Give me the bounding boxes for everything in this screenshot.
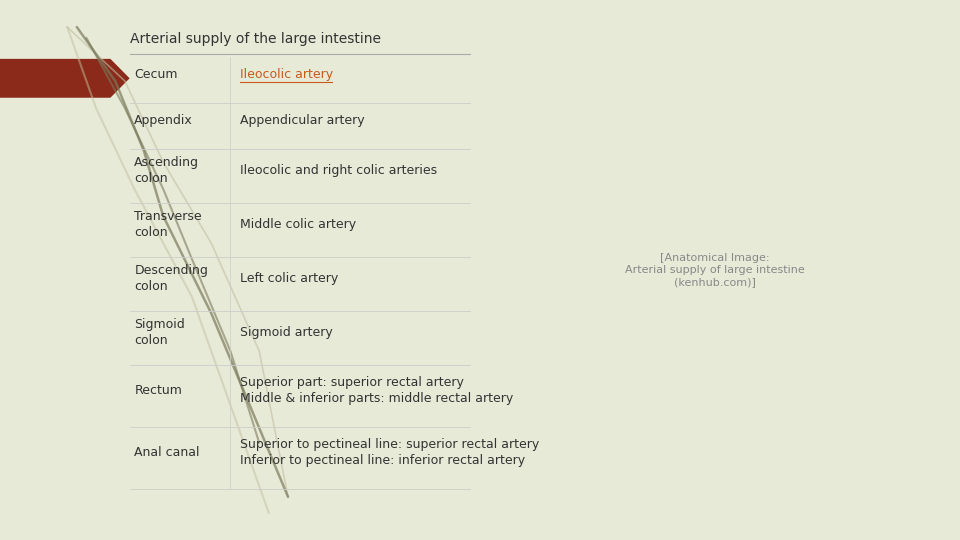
Text: Ascending
colon: Ascending colon xyxy=(134,156,200,185)
Text: Left colic artery: Left colic artery xyxy=(240,272,338,285)
Text: [Anatomical Image:
Arterial supply of large intestine
(kenhub.com)]: [Anatomical Image: Arterial supply of la… xyxy=(625,253,805,287)
Text: Sigmoid artery: Sigmoid artery xyxy=(240,326,333,339)
Text: Superior to pectineal line: superior rectal artery
Inferior to pectineal line: i: Superior to pectineal line: superior rec… xyxy=(240,438,540,467)
Text: Ileocolic and right colic arteries: Ileocolic and right colic arteries xyxy=(240,164,437,177)
Text: Rectum: Rectum xyxy=(134,383,182,397)
Text: Middle colic artery: Middle colic artery xyxy=(240,218,356,231)
Text: Appendicular artery: Appendicular artery xyxy=(240,113,365,127)
Text: Transverse
colon: Transverse colon xyxy=(134,210,202,239)
Text: Anal canal: Anal canal xyxy=(134,446,200,459)
Polygon shape xyxy=(0,59,130,98)
Text: Sigmoid
colon: Sigmoid colon xyxy=(134,318,185,347)
Text: Descending
colon: Descending colon xyxy=(134,264,208,293)
Text: Ileocolic artery: Ileocolic artery xyxy=(240,68,333,81)
Text: Superior part: superior rectal artery
Middle & inferior parts: middle rectal art: Superior part: superior rectal artery Mi… xyxy=(240,376,514,404)
Text: Cecum: Cecum xyxy=(134,68,178,81)
Text: Appendix: Appendix xyxy=(134,113,193,127)
Text: Arterial supply of the large intestine: Arterial supply of the large intestine xyxy=(130,32,380,46)
